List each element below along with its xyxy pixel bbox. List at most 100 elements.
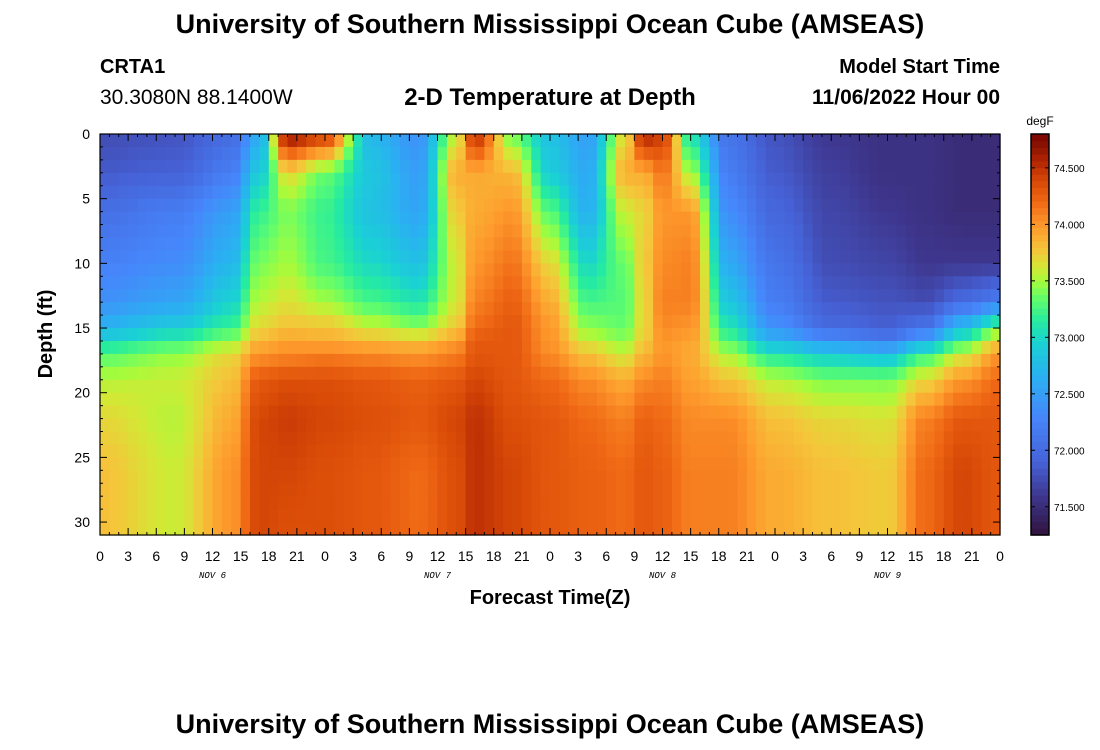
heatmap-cell [118, 172, 129, 187]
heatmap-cell [343, 405, 354, 420]
heatmap-cell [118, 509, 129, 523]
heatmap-cell [943, 276, 954, 290]
heatmap-cell [681, 457, 692, 471]
heatmap-cell [709, 198, 720, 213]
heatmap-cell [175, 522, 185, 536]
heatmap-cell [568, 211, 579, 226]
heatmap-cell [231, 250, 242, 264]
heatmap-cell [512, 379, 523, 394]
heatmap-cell [934, 276, 945, 290]
heatmap-cell [915, 198, 926, 213]
heatmap-cell [268, 211, 279, 226]
heatmap-cell [456, 522, 467, 536]
heatmap-cell [465, 315, 476, 329]
heatmap-cell [887, 263, 898, 277]
heatmap-cell [671, 392, 682, 407]
heatmap-cell [231, 444, 242, 458]
heatmap-cell [634, 263, 645, 277]
heatmap-cell [446, 224, 457, 239]
heatmap-cell [653, 172, 664, 187]
heatmap-cell [390, 496, 401, 510]
heatmap-cell [634, 418, 645, 433]
heatmap-cell [606, 198, 617, 213]
heatmap-cell [756, 224, 767, 239]
heatmap-cell [925, 379, 935, 394]
heatmap-cell [737, 509, 748, 523]
heatmap-cell [362, 392, 373, 407]
heatmap-cell [559, 496, 570, 510]
heatmap-cell [437, 224, 448, 239]
heatmap-cell [971, 302, 982, 316]
heatmap-cell [165, 302, 176, 316]
heatmap-cell [821, 263, 832, 277]
heatmap-cell [831, 315, 842, 329]
heatmap-cell [371, 340, 382, 355]
heatmap-cell [550, 289, 560, 303]
heatmap-cell [128, 522, 139, 536]
heatmap-cell [231, 509, 242, 523]
heatmap-cell [596, 134, 607, 148]
colorbar-swatch [1031, 394, 1049, 402]
heatmap-cell [718, 198, 729, 213]
heatmap-cell [278, 159, 289, 174]
heatmap-cell [896, 185, 907, 200]
x-tick-label: 15 [908, 548, 924, 564]
heatmap-cell [596, 522, 607, 536]
heatmap-cell [850, 159, 860, 174]
heatmap-cell [953, 159, 964, 174]
heatmap-cell [718, 172, 729, 187]
heatmap-cell [259, 289, 270, 303]
heatmap-cell [906, 457, 917, 471]
heatmap-cell [137, 379, 148, 394]
heatmap-cell [671, 263, 682, 277]
heatmap-cell [915, 457, 926, 471]
heatmap-cell [521, 379, 532, 394]
heatmap-cell [662, 172, 673, 187]
heatmap-cell [371, 250, 382, 264]
heatmap-cell [625, 444, 635, 458]
heatmap-cell [353, 302, 364, 316]
heatmap-cell [653, 211, 664, 226]
heatmap-cell [925, 134, 935, 148]
heatmap-cell [887, 237, 898, 252]
heatmap-cell [700, 340, 710, 355]
heatmap-cell [203, 237, 214, 252]
heatmap-cell [503, 198, 514, 213]
heatmap-cell [850, 522, 860, 536]
heatmap-cell [690, 431, 701, 446]
heatmap-cell [775, 302, 785, 316]
heatmap-cell [868, 457, 879, 471]
heatmap-cell [231, 483, 242, 497]
heatmap-cell [493, 418, 504, 433]
heatmap-cell [503, 457, 514, 471]
heatmap-cell [906, 509, 917, 523]
heatmap-cell [128, 224, 139, 239]
heatmap-cell [540, 211, 551, 226]
heatmap-cell [250, 302, 260, 316]
heatmap-cell [521, 496, 532, 510]
heatmap-cell [850, 483, 860, 497]
heatmap-cell [831, 470, 842, 484]
heatmap-cell [306, 172, 317, 187]
heatmap-cell [943, 328, 954, 342]
heatmap-cell [493, 496, 504, 510]
heatmap-cell [175, 496, 185, 510]
heatmap-cell [503, 353, 514, 368]
heatmap-cell [381, 315, 392, 329]
x-tick-label: 9 [405, 548, 413, 564]
heatmap-cell [625, 405, 635, 420]
heatmap-cell [503, 405, 514, 420]
heatmap-cell [859, 457, 870, 471]
heatmap-cell [540, 496, 551, 510]
heatmap-cell [896, 444, 907, 458]
heatmap-cell [803, 315, 814, 329]
heatmap-cell [381, 289, 392, 303]
heatmap-cell [878, 418, 889, 433]
heatmap-cell [418, 457, 429, 471]
heatmap-cell [662, 263, 673, 277]
heatmap-cell [981, 198, 992, 213]
heatmap-cell [231, 405, 242, 420]
heatmap-cell [128, 198, 139, 213]
heatmap-cell [128, 444, 139, 458]
heatmap-cell [625, 418, 635, 433]
